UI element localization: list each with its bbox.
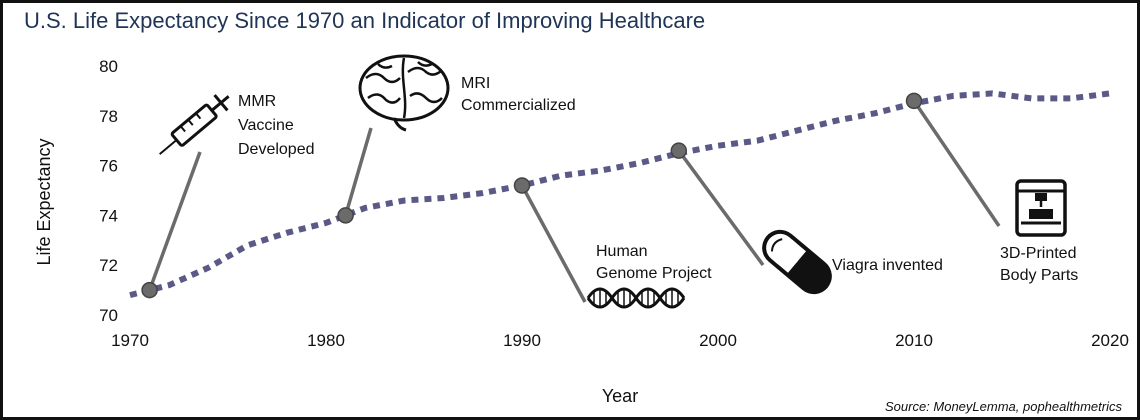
y-tick-label: 78 — [99, 107, 118, 126]
brain-icon — [358, 54, 450, 132]
annotation-label: Body Parts — [1000, 267, 1078, 284]
event-marker — [513, 177, 531, 194]
source-note: Source: MoneyLemma, pophealthmetrics — [884, 399, 1122, 414]
annotation-label: MRI — [461, 75, 490, 92]
dna-icon — [586, 287, 686, 309]
annotation-leader — [520, 184, 587, 303]
x-tick-label: 2000 — [699, 331, 737, 350]
y-tick-label: 74 — [99, 206, 118, 225]
x-axis-label: Year — [602, 386, 638, 406]
annotation-label: Vaccine — [238, 117, 294, 134]
annotations: MMR Vaccine Developed MRI Commercialized Huma… — [141, 75, 1078, 303]
x-tick-label: 1980 — [307, 331, 345, 350]
y-tick-label: 72 — [99, 256, 118, 275]
annotation-label: Human — [596, 243, 648, 260]
annotation-leader — [147, 151, 202, 291]
annotation-label: 3D-Printed — [1000, 245, 1076, 262]
printer-icon — [1015, 179, 1067, 237]
event-marker — [141, 281, 158, 299]
annotation-leader — [343, 127, 373, 216]
y-tick-label: 80 — [99, 57, 118, 76]
chart-title: U.S. Life Expectancy Since 1970 an Indic… — [24, 8, 706, 33]
x-tick-label: 2020 — [1091, 331, 1129, 350]
annotation-leader — [912, 99, 1001, 227]
y-axis-label: Life Expectancy — [34, 138, 54, 265]
annotation-label: MMR — [238, 93, 276, 110]
y-axis-ticks: 70 72 74 76 78 80 — [99, 57, 118, 325]
y-tick-label: 70 — [99, 306, 118, 325]
y-tick-label: 76 — [99, 157, 118, 176]
x-axis-ticks: 1970 1980 1990 2000 2010 2020 — [111, 331, 1129, 350]
annotation-label: Genome Project — [596, 265, 712, 282]
x-tick-label: 1990 — [503, 331, 541, 350]
event-marker — [670, 142, 688, 159]
x-tick-label: 2010 — [895, 331, 933, 350]
annotation-label: Commercialized — [461, 97, 576, 114]
event-marker — [905, 92, 923, 110]
syringe-icon — [159, 94, 230, 155]
annotation-label: Developed — [238, 141, 315, 158]
series-line — [129, 90, 1111, 299]
annotation-leader — [677, 149, 765, 267]
x-tick-label: 1970 — [111, 331, 149, 350]
pill-icon — [762, 229, 832, 295]
event-marker — [337, 207, 354, 224]
annotation-label: Viagra invented — [832, 257, 943, 274]
